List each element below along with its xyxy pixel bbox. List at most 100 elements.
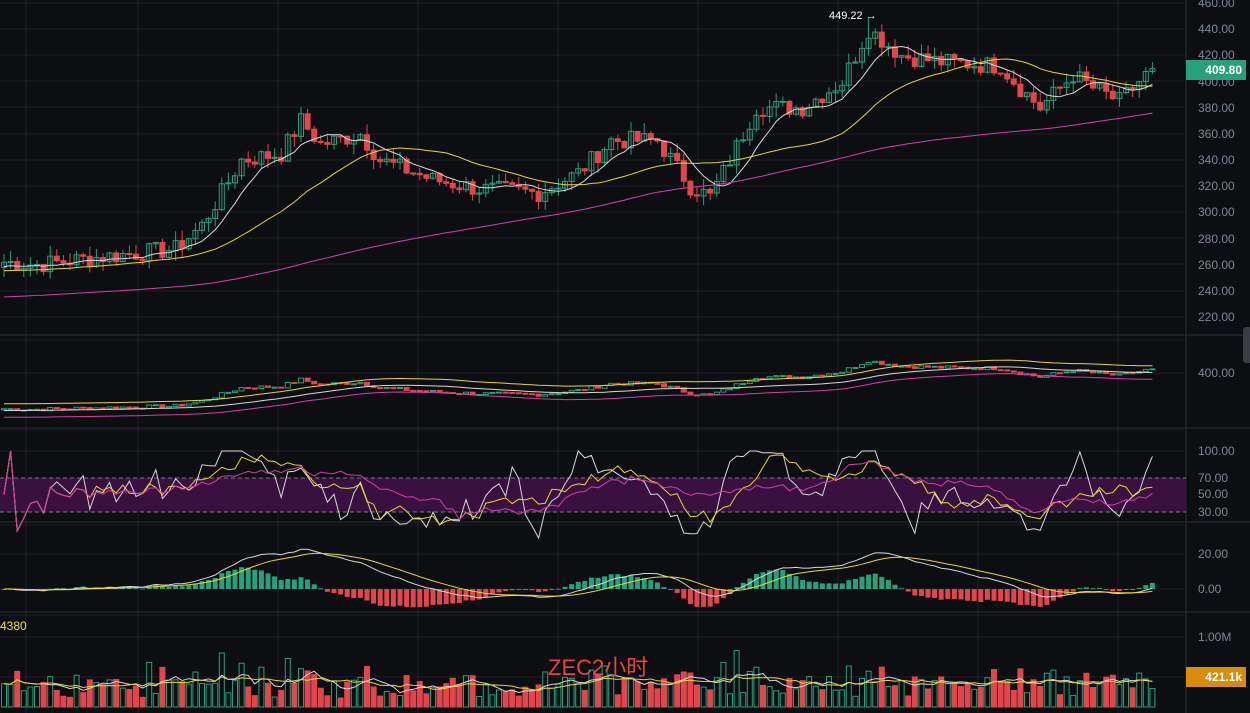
candle-up <box>628 130 634 149</box>
candle-down <box>502 181 509 184</box>
candle-up <box>812 98 819 108</box>
volume-bar <box>34 686 40 708</box>
candle-up <box>806 106 813 117</box>
overlay-candle <box>542 393 549 397</box>
volume-bar <box>905 695 912 708</box>
candle-up <box>331 135 337 145</box>
overlay-candle <box>832 372 839 375</box>
volume-indicator-value: 4380 <box>0 619 27 633</box>
candle-down <box>86 255 93 267</box>
macd-histogram-bar <box>608 574 614 589</box>
macd-histogram-bar <box>1090 588 1096 590</box>
macd-histogram-bar <box>509 589 515 591</box>
price-tick-label: 300.00 <box>1198 205 1235 220</box>
overlay-candle <box>1050 372 1057 376</box>
macd-histogram-bar <box>397 589 403 606</box>
volume-bar <box>984 677 991 708</box>
macd-histogram-bar <box>305 579 311 589</box>
volume-bar <box>1129 687 1136 708</box>
overlay-candle <box>1116 373 1123 376</box>
overlay-candle <box>766 376 773 380</box>
macd-histogram-bar <box>661 587 667 589</box>
volume-bar <box>661 678 667 708</box>
volume-bar <box>595 674 601 708</box>
volume-bar <box>139 696 146 708</box>
volume-bar <box>766 686 773 708</box>
overlay-candle <box>522 392 529 395</box>
candle-down <box>661 140 667 157</box>
volume-bar <box>812 685 819 708</box>
overlay-candle <box>918 365 925 369</box>
macd-histogram-bar <box>390 589 396 607</box>
volume-bar <box>1010 689 1017 708</box>
price-tick-label: 440.00 <box>1198 22 1235 37</box>
overlay-candle <box>106 406 113 410</box>
candle-down <box>53 255 60 262</box>
rsi-tick-label: 100.00 <box>1198 444 1235 458</box>
volume-bar <box>806 676 813 708</box>
macd-histogram-bar <box>555 588 561 590</box>
candle-up <box>839 84 846 92</box>
candle-down <box>694 194 700 197</box>
volume-bar <box>489 694 496 708</box>
macd-histogram-bar <box>813 581 819 589</box>
overlay-candle <box>581 389 588 392</box>
candle-up <box>1149 68 1156 72</box>
overlay-candle <box>410 389 417 392</box>
overlay-candle <box>925 365 931 368</box>
candle-down <box>311 128 318 142</box>
overlay-candle <box>1063 371 1070 374</box>
macd-histogram-bar <box>780 570 786 589</box>
candle-down <box>410 172 417 175</box>
macd-histogram-bar <box>291 579 297 589</box>
macd-histogram-bar <box>258 570 264 589</box>
overlay-candle <box>80 406 87 409</box>
volume-bar <box>773 690 780 708</box>
macd-tick-label: 0.00 <box>1198 582 1222 596</box>
volume-bar <box>727 693 733 708</box>
candle-up <box>845 62 852 86</box>
candle-up <box>971 66 978 69</box>
macd-histogram-bar <box>1017 589 1023 605</box>
volume-bar <box>885 686 892 708</box>
panel-resize-handle[interactable] <box>1243 327 1250 363</box>
macd-histogram-bar <box>912 589 918 596</box>
volume-bar <box>694 684 700 708</box>
overlay-candle <box>727 388 733 391</box>
candle-up <box>826 92 832 104</box>
overlay-candle <box>1109 373 1116 376</box>
volume-bar <box>687 672 694 708</box>
overlay-candle <box>430 389 436 392</box>
macd-histogram-bar <box>839 583 845 589</box>
price-tick-label: 260.00 <box>1198 257 1235 272</box>
candle-up <box>106 252 113 263</box>
candle-down <box>377 159 384 163</box>
candle-up <box>1043 99 1050 111</box>
overlay-candle <box>377 387 384 390</box>
candle-up <box>357 134 364 142</box>
candle-up <box>753 114 760 130</box>
volume-bar <box>1083 672 1090 708</box>
candle-down <box>390 158 397 163</box>
overlay-candle <box>1070 371 1077 374</box>
volume-bar <box>40 681 47 708</box>
volume-bar <box>496 689 502 708</box>
overlay-candle <box>423 390 430 393</box>
volume-bar <box>575 682 582 708</box>
overlay-candle <box>179 403 186 407</box>
volume-bar <box>667 683 674 708</box>
candle-up <box>898 55 905 58</box>
volume-bar <box>410 690 417 708</box>
volume-bar <box>918 678 925 708</box>
overlay-candle <box>555 393 562 396</box>
candle-down <box>529 188 535 192</box>
volume-bar <box>232 680 238 708</box>
volume-bar <box>832 689 839 708</box>
candle-down <box>443 181 450 184</box>
macd-histogram-bar <box>1149 582 1155 589</box>
volume-bar <box>535 684 542 708</box>
candle-down <box>799 107 806 117</box>
candle-up <box>298 113 304 137</box>
overlay-candle <box>245 387 252 390</box>
